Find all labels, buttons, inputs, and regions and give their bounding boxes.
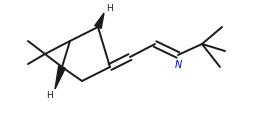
Polygon shape bbox=[94, 14, 104, 29]
Text: H: H bbox=[106, 4, 112, 13]
Text: H: H bbox=[46, 90, 53, 99]
Polygon shape bbox=[55, 66, 65, 89]
Text: N: N bbox=[174, 59, 181, 69]
